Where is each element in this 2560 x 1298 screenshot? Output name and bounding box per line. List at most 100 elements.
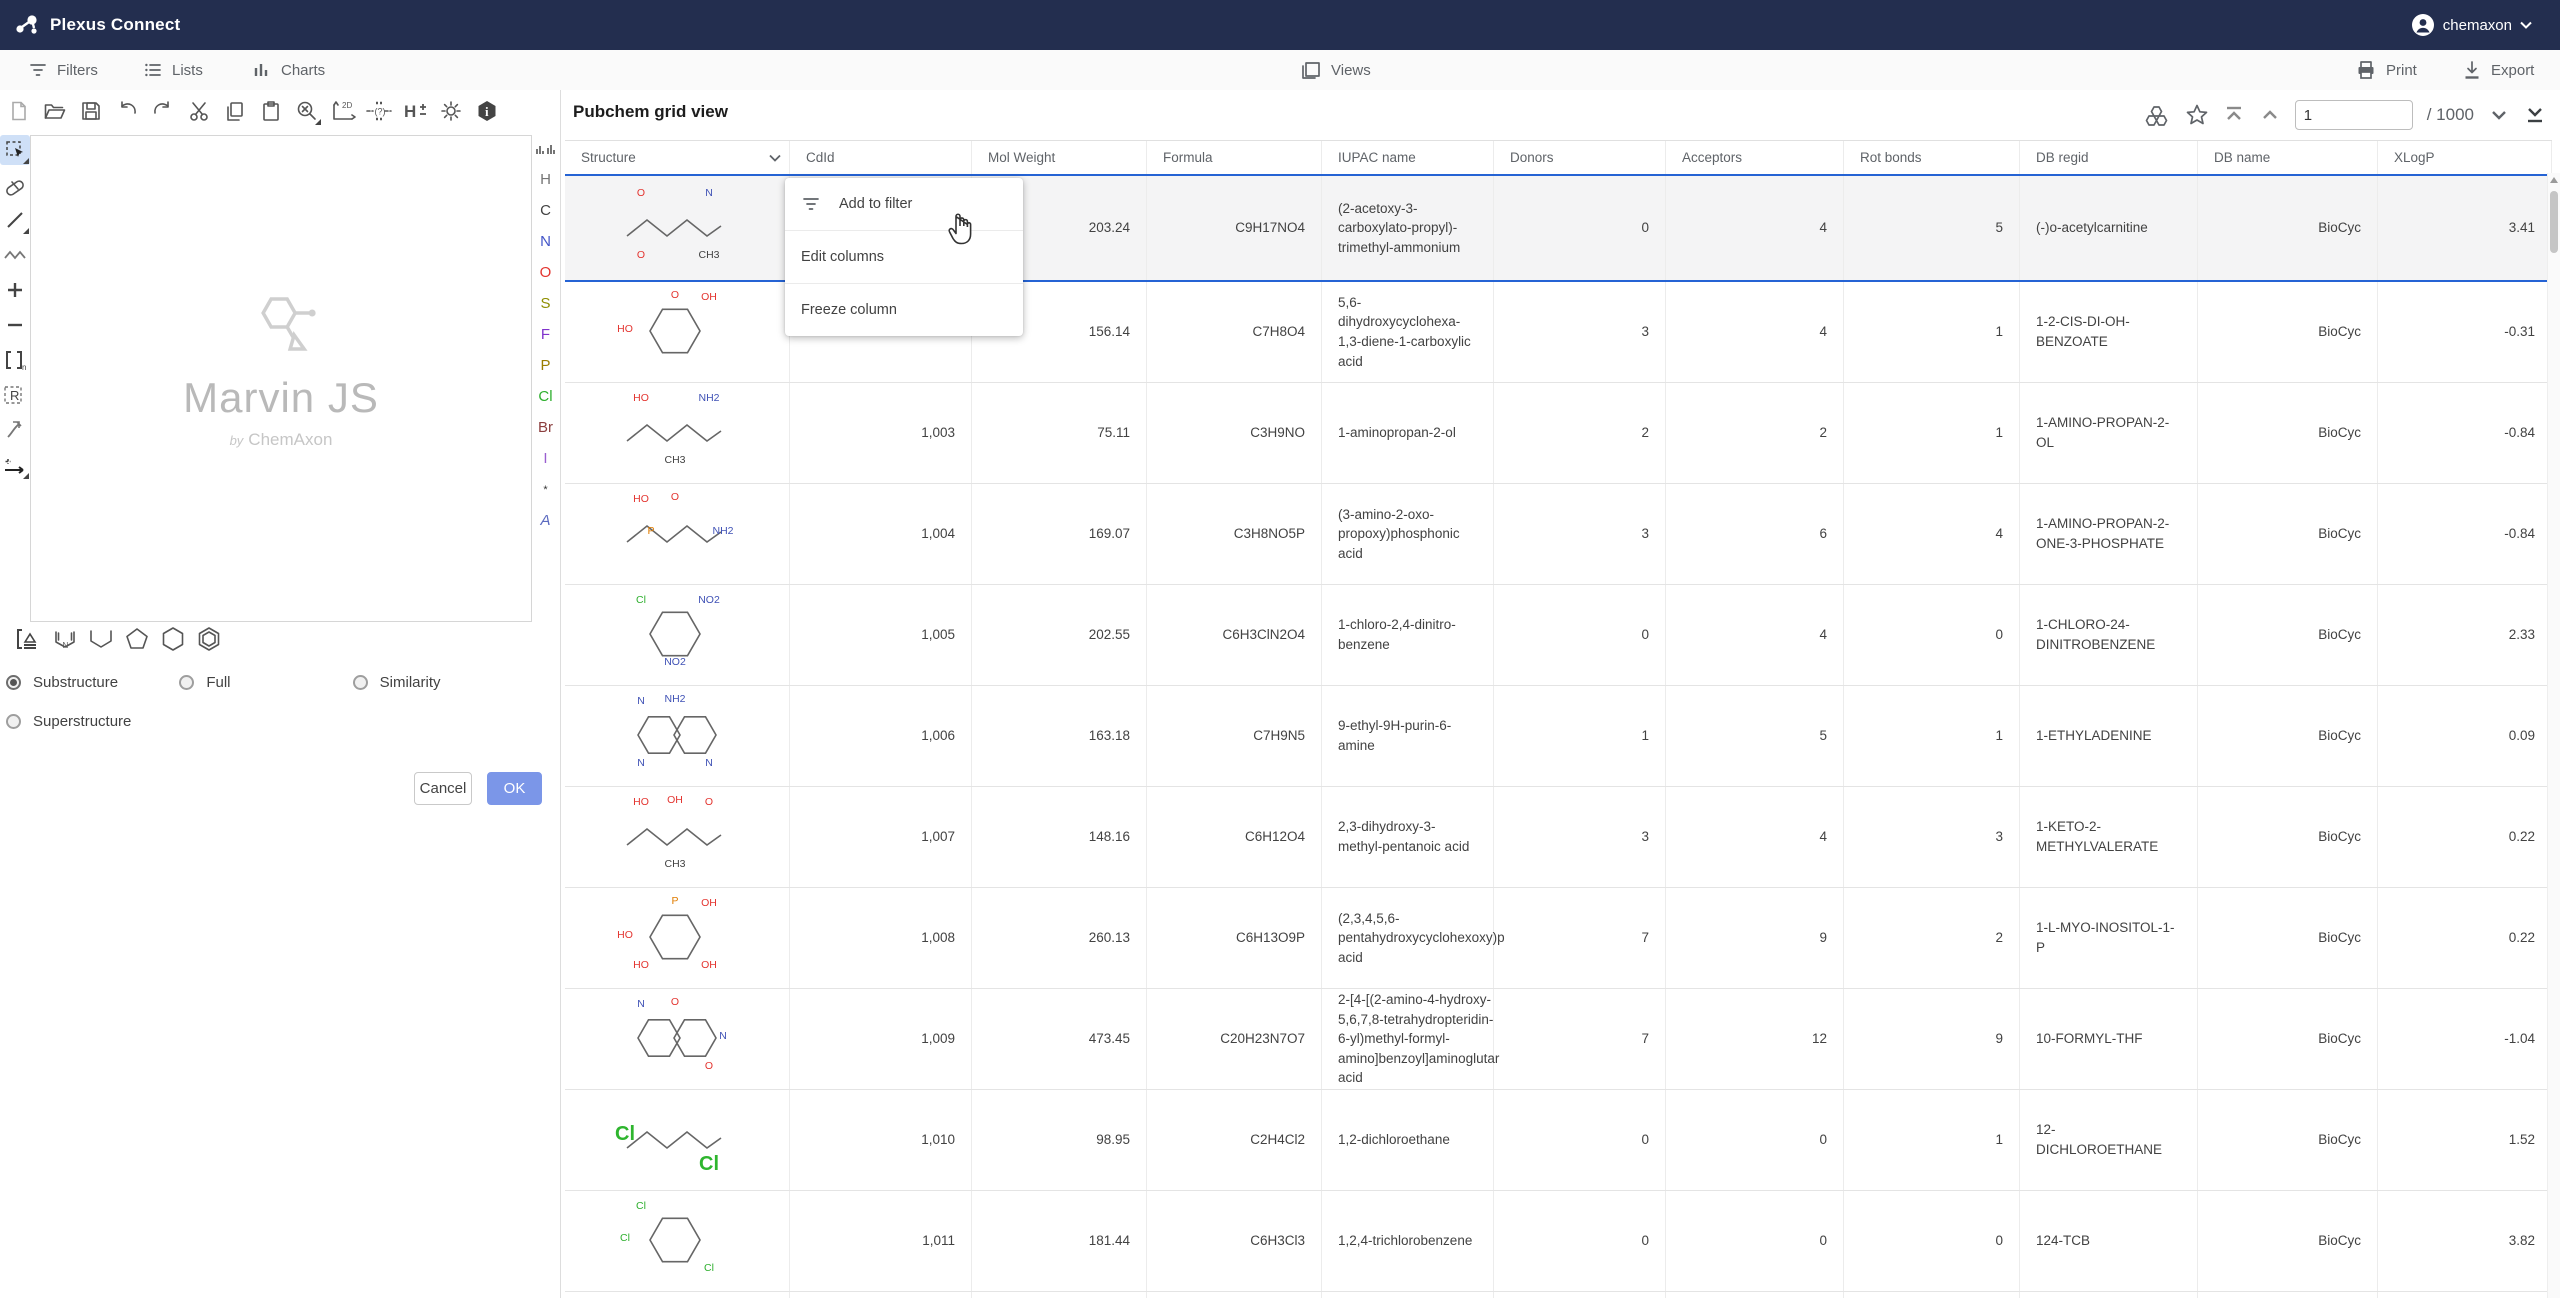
column-header-structure[interactable]: Structure bbox=[565, 141, 790, 174]
views-button[interactable]: Views bbox=[1300, 50, 1371, 90]
molecule-structure-image[interactable]: HO OH O CH3 bbox=[611, 789, 743, 885]
molecule-structure-image[interactable]: O HO OH bbox=[611, 284, 743, 380]
table-row[interactable]: Cl Cl 1,010 98.95 C2H4Cl2 1,2-dichloroethane 0… bbox=[565, 1090, 2552, 1191]
scroll-bottom-icon[interactable] bbox=[2524, 104, 2546, 126]
column-header-donors[interactable]: Donors bbox=[1494, 141, 1666, 174]
molecule-structure-image[interactable]: NH2 N N N bbox=[611, 688, 743, 784]
search-mode-substructure-radio[interactable]: Substructure bbox=[6, 674, 179, 691]
table-row[interactable]: HO P O NH2 1,004 169.07 C3H8NO5P (3-amino-2-oxo… bbox=[565, 484, 2552, 585]
export-button[interactable]: Export bbox=[2462, 50, 2534, 90]
molecule-structure-image[interactable]: Cl NO2 NO2 bbox=[611, 587, 743, 683]
ok-button[interactable]: OK bbox=[487, 772, 542, 805]
ring-cyclopentadiene-tool[interactable] bbox=[86, 624, 116, 654]
charge-minus-tool[interactable] bbox=[0, 310, 30, 340]
chevron-down-icon[interactable] bbox=[2488, 104, 2510, 126]
column-header-iupac-name[interactable]: IUPAC name bbox=[1322, 141, 1494, 174]
clean2d-tool[interactable]: 2D bbox=[328, 96, 358, 126]
new-document-tool[interactable] bbox=[4, 96, 34, 126]
molecule-structure-image[interactable]: N O N O bbox=[611, 991, 743, 1087]
element-a-button[interactable]: A bbox=[540, 512, 551, 529]
zoom-tool[interactable] bbox=[292, 96, 322, 126]
table-row[interactable]: NH2 N N N 1,006 163.18 C7H9N5 9-ethyl-9H-purin-… bbox=[565, 686, 2552, 787]
element-h-button[interactable]: H bbox=[540, 171, 551, 188]
element-f-button[interactable]: F bbox=[540, 326, 551, 343]
column-menu-chevron-icon[interactable] bbox=[767, 150, 783, 166]
scroll-top-icon[interactable] bbox=[2223, 104, 2245, 126]
molecule-structure-image[interactable]: P HO OH OH HO bbox=[611, 890, 743, 986]
radio-circle[interactable] bbox=[179, 675, 195, 690]
query-bond-tool[interactable]: (?) bbox=[364, 96, 394, 126]
save-tool[interactable] bbox=[76, 96, 106, 126]
info-tool[interactable]: i bbox=[472, 96, 502, 126]
column-header-rot-bonds[interactable]: Rot bonds bbox=[1844, 141, 2020, 174]
periodic-bars-tool[interactable] bbox=[533, 135, 559, 162]
column-header-mol-weight[interactable]: Mol Weight bbox=[972, 141, 1147, 174]
context-menu-item-add-to-filter[interactable]: Add to filter bbox=[785, 178, 1023, 231]
element-br-button[interactable]: Br bbox=[538, 419, 553, 436]
element-n-button[interactable]: N bbox=[540, 233, 551, 250]
element-c-button[interactable]: C bbox=[540, 202, 551, 219]
attachment-tool-tool[interactable] bbox=[0, 415, 30, 445]
eraser-tool[interactable] bbox=[0, 170, 30, 200]
column-header-formula[interactable]: Formula bbox=[1147, 141, 1322, 174]
search-mode-superstructure-radio[interactable]: Superstructure bbox=[6, 713, 182, 730]
column-header-db-regid[interactable]: DB regid bbox=[2020, 141, 2198, 174]
hydrogens-tool[interactable]: H bbox=[400, 96, 430, 126]
vertical-scrollbar[interactable] bbox=[2547, 173, 2560, 1298]
molecule-structure-image[interactable]: Cl Cl Cl bbox=[611, 1193, 743, 1289]
table-row[interactable]: HO NH2 CH3 1,003 75.11 C3H9NO 1-aminopropan-2-… bbox=[565, 383, 2552, 484]
ring-benzene-tool[interactable] bbox=[194, 624, 224, 654]
r-group-tool[interactable]: R bbox=[0, 380, 30, 410]
molecule-structure-image[interactable]: O O N CH3 bbox=[611, 180, 743, 276]
radio-circle[interactable] bbox=[6, 675, 21, 690]
user-menu[interactable]: chemaxon bbox=[2411, 13, 2532, 37]
element-i-button[interactable]: I bbox=[543, 450, 548, 467]
search-mode-similarity-radio[interactable]: Similarity bbox=[352, 674, 526, 691]
radio-circle[interactable] bbox=[352, 675, 368, 690]
column-header-xlogp[interactable]: XLogP bbox=[2378, 141, 2552, 174]
element-o-button[interactable]: O bbox=[539, 264, 552, 281]
ring-cyclohexane-tool[interactable] bbox=[158, 624, 188, 654]
reaction-arrow-tool[interactable] bbox=[0, 450, 30, 480]
charge-plus-tool[interactable] bbox=[0, 275, 30, 305]
filters-button[interactable]: Filters bbox=[28, 50, 98, 90]
settings-gear-tool[interactable] bbox=[436, 96, 466, 126]
molecule-structure-image[interactable]: HO NH2 CH3 bbox=[611, 385, 743, 481]
element-s-button[interactable]: S bbox=[540, 295, 551, 312]
star-icon[interactable] bbox=[2185, 103, 2209, 127]
select-marquee-tool[interactable] bbox=[0, 135, 30, 165]
charts-button[interactable]: Charts bbox=[252, 50, 325, 90]
group-brackets-tool[interactable]: n bbox=[0, 345, 30, 375]
lists-button[interactable]: Lists bbox=[143, 50, 203, 90]
copy-tool[interactable] bbox=[220, 96, 250, 126]
redo-tool[interactable] bbox=[148, 96, 178, 126]
context-menu-item-freeze-column[interactable]: Freeze column bbox=[785, 284, 1023, 336]
element-any-button[interactable]: * bbox=[543, 483, 548, 496]
radio-circle[interactable] bbox=[6, 714, 21, 729]
marvin-canvas[interactable]: Marvin JS by ChemAxon bbox=[30, 135, 532, 622]
column-header-acceptors[interactable]: Acceptors bbox=[1666, 141, 1844, 174]
column-header-db-name[interactable]: DB name bbox=[2198, 141, 2378, 174]
table-row[interactable]: P HO OH OH HO 1,008 260.13 C6H13O9P (2,3,4,5,6-p… bbox=[565, 888, 2552, 989]
cancel-button[interactable]: Cancel bbox=[414, 772, 472, 805]
scrollbar-thumb[interactable] bbox=[2550, 191, 2558, 253]
element-p-button[interactable]: P bbox=[540, 357, 551, 374]
bond-tool-tool[interactable] bbox=[0, 205, 30, 235]
table-row[interactable]: Cl NO2 NO2 1,005 202.55 C6H3ClN2O4 1-chloro-2,… bbox=[565, 585, 2552, 686]
molecule-structure-image[interactable]: Cl Cl bbox=[611, 1092, 743, 1188]
search-mode-full-radio[interactable]: Full bbox=[179, 674, 352, 691]
paste-tool[interactable] bbox=[256, 96, 286, 126]
molecule-grid-icon[interactable] bbox=[2145, 103, 2171, 127]
table-row[interactable]: N O N O 1,009 473.45 C20H23N7O7 2-[4-[(2-amino-… bbox=[565, 989, 2552, 1090]
chain-tool-tool[interactable] bbox=[0, 240, 30, 270]
page-number-input[interactable] bbox=[2294, 100, 2413, 130]
open-tool[interactable] bbox=[40, 96, 70, 126]
chevron-up-icon[interactable] bbox=[2259, 104, 2281, 126]
template-library-tool[interactable] bbox=[14, 624, 44, 654]
cut-tool[interactable] bbox=[184, 96, 214, 126]
table-row[interactable]: O HO OH 156.14 C7H8O4 5,6-dihydroxycyclohexa-… bbox=[565, 282, 2552, 383]
table-row[interactable]: HO OH O CH3 1,007 148.16 C6H12O4 2,3-dihydroxy-… bbox=[565, 787, 2552, 888]
scrollbar-up-arrow[interactable] bbox=[2550, 177, 2558, 183]
table-row[interactable]: Cl Cl Cl 1,011 181.44 C6H3Cl3 1,2,4-trichlorob… bbox=[565, 1191, 2552, 1292]
context-menu-item-edit-columns[interactable]: Edit columns bbox=[785, 231, 1023, 284]
